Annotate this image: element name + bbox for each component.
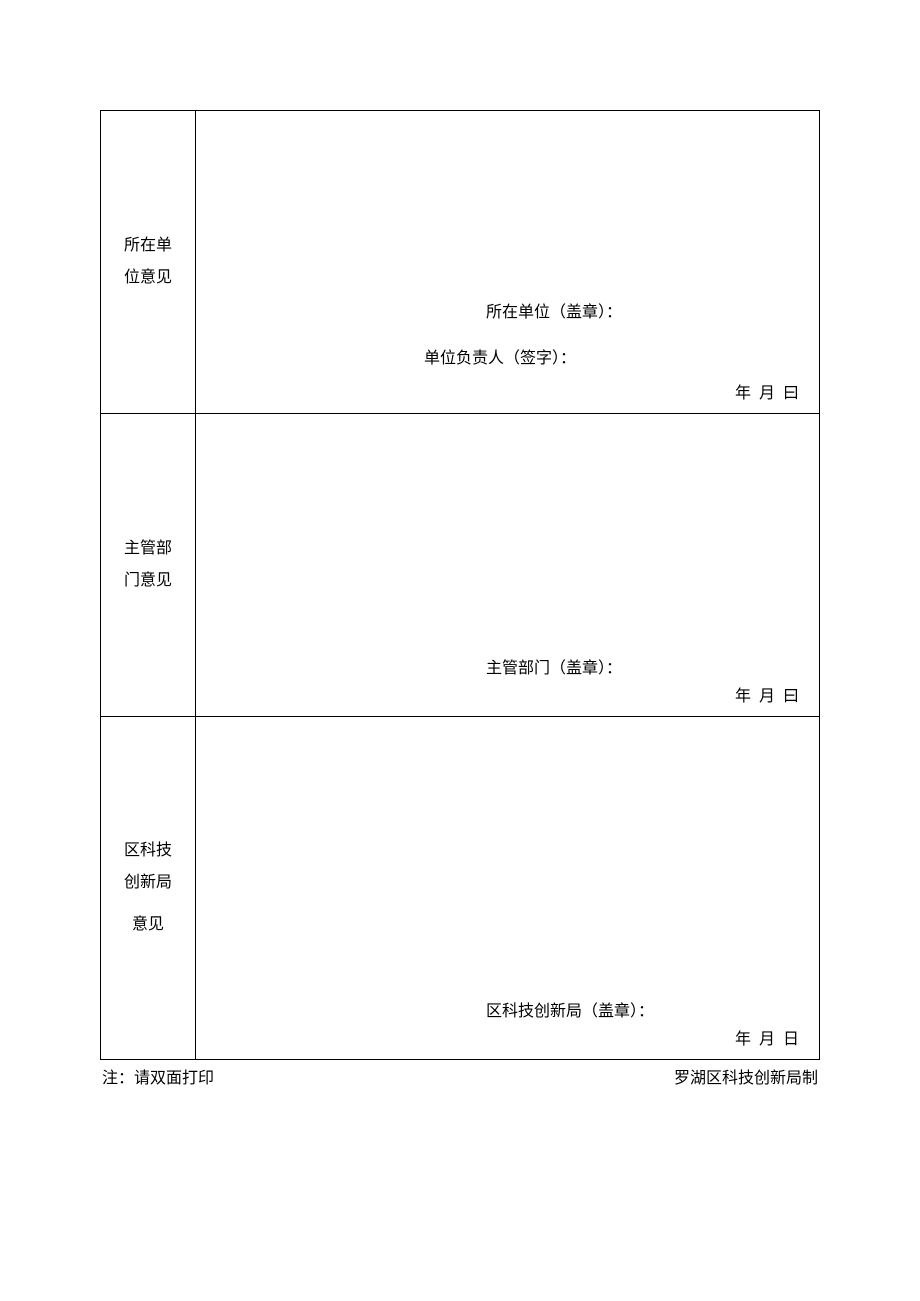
bureau-stamp-label: 区科技创新局（盖章）： xyxy=(486,997,654,1021)
row-unit-opinion: 所在单 位意见 所在单位（盖章）： 单位负责人（签字）： 年 月 曰 xyxy=(101,111,820,414)
content-cell-department: 主管部门（盖章）： 年 月 曰 xyxy=(196,414,820,717)
label-line: 位意见 xyxy=(115,262,181,294)
row-department-opinion: 主管部 门意见 主管部门（盖章）： 年 月 曰 xyxy=(101,414,820,717)
approval-form-table: 所在单 位意见 所在单位（盖章）： 单位负责人（签字）： 年 月 曰 主管部 门… xyxy=(100,110,820,1060)
footer-note-left: 注：请双面打印 xyxy=(102,1064,214,1088)
unit-signer-label: 单位负责人（签字）： xyxy=(424,344,576,368)
row-bureau-opinion: 区科技 创新局 意见 区科技创新局（盖章）： 年 月 日 xyxy=(101,717,820,1060)
date-label: 年 月 日 xyxy=(735,1025,801,1049)
label-cell-bureau: 区科技 创新局 意见 xyxy=(101,717,196,1060)
content-cell-unit: 所在单位（盖章）： 单位负责人（签字）： 年 月 曰 xyxy=(196,111,820,414)
footer-note-right: 罗湖区科技创新局制 xyxy=(674,1064,818,1088)
label-cell-unit: 所在单 位意见 xyxy=(101,111,196,414)
label-line: 主管部 xyxy=(115,533,181,565)
content-cell-bureau: 区科技创新局（盖章）： 年 月 日 xyxy=(196,717,820,1060)
date-label: 年 月 曰 xyxy=(735,379,801,403)
date-label: 年 月 曰 xyxy=(735,682,801,706)
label-line: 创新局 xyxy=(115,867,181,899)
label-line: 意见 xyxy=(115,909,181,941)
label-cell-department: 主管部 门意见 xyxy=(101,414,196,717)
footer: 注：请双面打印 罗湖区科技创新局制 xyxy=(100,1064,820,1088)
label-line: 所在单 xyxy=(115,230,181,262)
department-stamp-label: 主管部门（盖章）： xyxy=(486,654,622,678)
label-line: 区科技 xyxy=(115,835,181,867)
label-line: 门意见 xyxy=(115,565,181,597)
unit-stamp-label: 所在单位（盖章）： xyxy=(486,298,622,322)
